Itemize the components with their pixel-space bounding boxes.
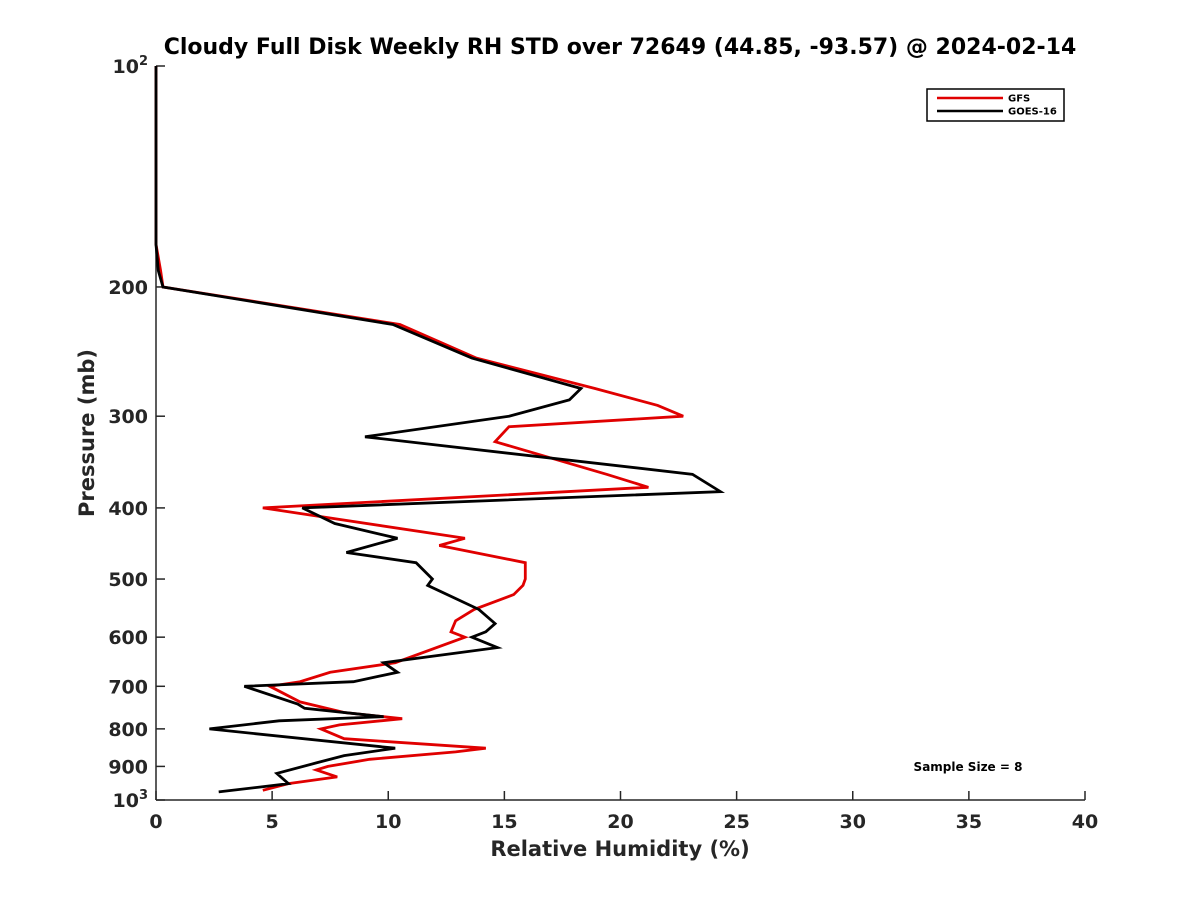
- y-tick-label: 700: [108, 676, 148, 698]
- x-tick-label: 20: [607, 811, 633, 833]
- y-tick-label: 102: [113, 54, 149, 78]
- y-axis-ticks: 102 200 300 400 500 600 700 800 900 103: [108, 54, 165, 812]
- y-tick-label: 103: [113, 788, 149, 812]
- x-tick-label: 5: [266, 811, 279, 833]
- x-tick-label: 15: [491, 811, 517, 833]
- y-tick-label: 400: [108, 498, 148, 520]
- sample-size-annotation: Sample Size = 8: [914, 760, 1023, 774]
- series-line-goes-16: [154, 66, 726, 794]
- y-tick-label: 900: [108, 756, 148, 778]
- x-tick-label: 35: [956, 811, 982, 833]
- x-axis-ticks: 0 5 10 15 20 25 30 35 40: [149, 791, 1098, 833]
- y-tick-label: 500: [108, 569, 148, 591]
- legend-label-gfs: GFS: [1008, 94, 1030, 105]
- x-axis-label: Relative Humidity (%): [490, 837, 749, 861]
- x-tick-label: 40: [1072, 811, 1098, 833]
- x-tick-label: 0: [149, 811, 162, 833]
- y-axis-label: Pressure (mb): [75, 349, 99, 517]
- x-tick-label: 10: [375, 811, 401, 833]
- y-tick-label: 600: [108, 627, 148, 649]
- chart-title: Cloudy Full Disk Weekly RH STD over 7264…: [164, 35, 1077, 60]
- legend-label-goes-16: GOES-16: [1008, 107, 1057, 118]
- y-tick-label: 200: [108, 277, 148, 299]
- legend: GFS GOES-16: [926, 88, 1065, 122]
- y-tick-label: 300: [108, 406, 148, 428]
- axes: [155, 66, 1085, 801]
- series-lines: [154, 66, 726, 794]
- legend-box: [926, 88, 1065, 122]
- series-line-gfs: [154, 66, 684, 792]
- x-tick-label: 30: [840, 811, 866, 833]
- x-tick-label: 25: [723, 811, 749, 833]
- y-tick-label: 800: [108, 719, 148, 741]
